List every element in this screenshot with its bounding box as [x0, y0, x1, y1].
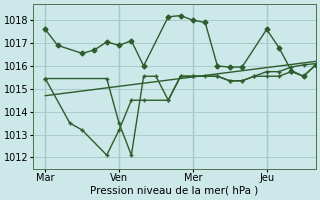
X-axis label: Pression niveau de la mer( hPa ): Pression niveau de la mer( hPa )	[90, 186, 259, 196]
